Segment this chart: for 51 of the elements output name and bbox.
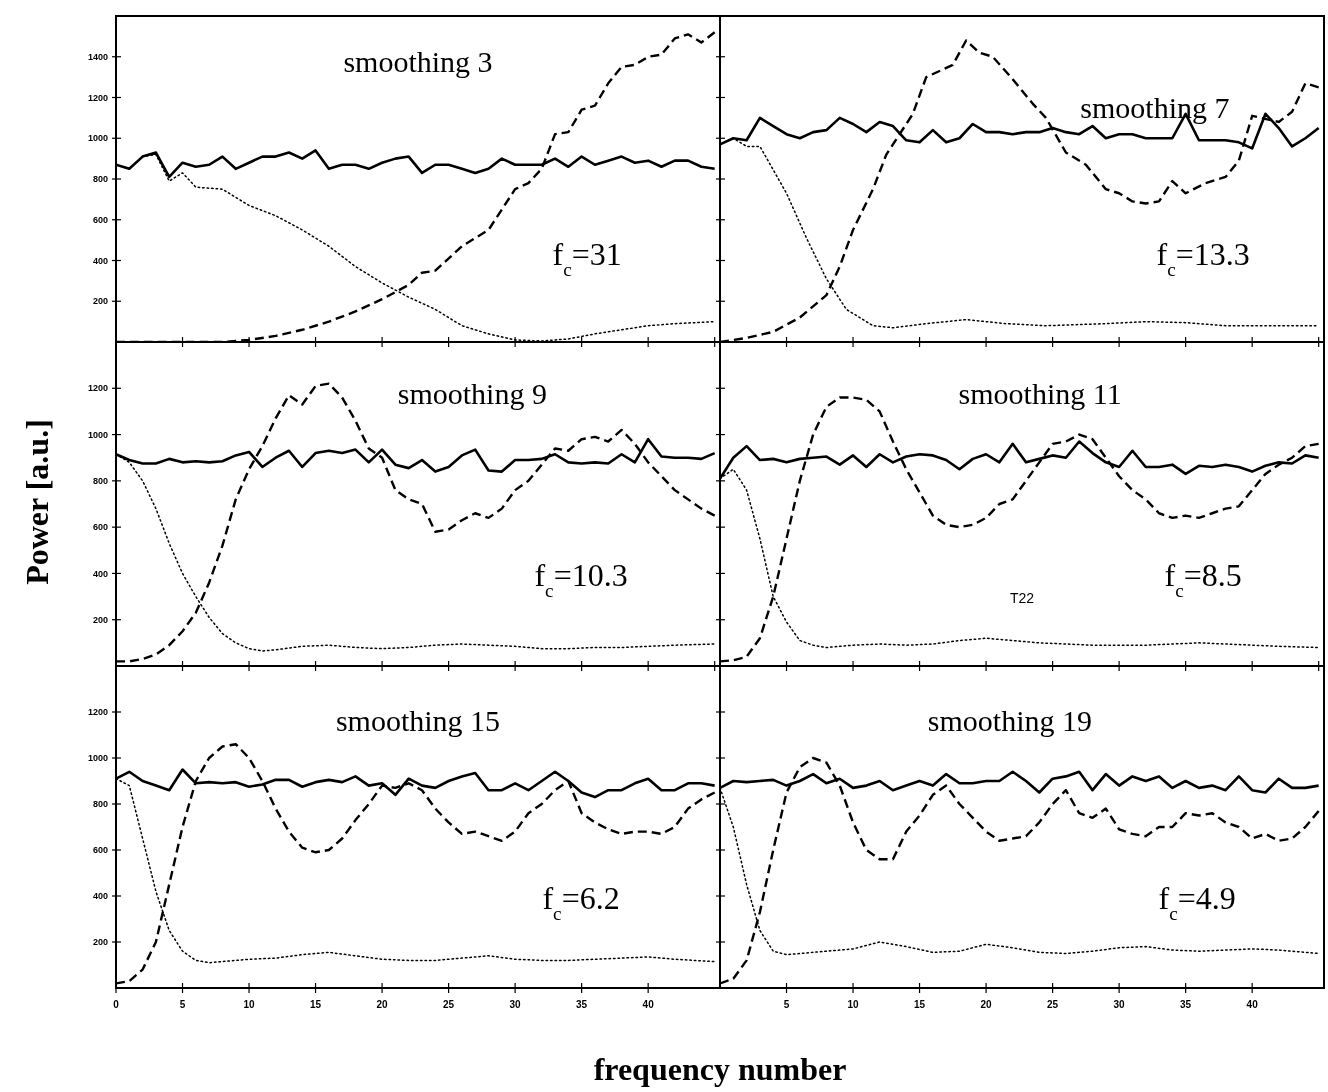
x-tick-label: 5	[179, 999, 186, 1010]
annotation: f$_{c}$=8.5	[1164, 557, 1242, 601]
x-tick-label: 10	[847, 999, 860, 1010]
x-tick-label: 10	[243, 999, 256, 1010]
y-tick-label: 800	[92, 476, 108, 487]
x-tick-label: 35	[1180, 999, 1192, 1010]
annotation: f$_{c}$=13.3	[1156, 236, 1250, 280]
x-axis-title: frequency number	[593, 1051, 847, 1087]
y-tick-label: 400	[92, 891, 108, 902]
y-tick-label: 1000	[87, 133, 108, 144]
annotation: T22	[1009, 589, 1035, 606]
text: smoothing 7	[1080, 90, 1230, 124]
x-tick-label: 0	[113, 999, 120, 1010]
x-tick-label: 30	[509, 999, 522, 1010]
y-tick-label: 1200	[87, 707, 108, 718]
y-tick-label: 800	[92, 174, 108, 185]
annotation: f$_{c}$=10.3	[534, 557, 628, 601]
x-tick-label: 20	[980, 999, 993, 1010]
x-tick-label: 25	[443, 999, 455, 1010]
text: smoothing 19	[927, 704, 1093, 738]
y-tick-label: 600	[92, 845, 108, 856]
y-tick-label: 1400	[87, 51, 108, 62]
x-tick-label: 5	[783, 999, 790, 1010]
y-tick-label: 200	[92, 614, 108, 625]
y-tick-label: 600	[92, 522, 108, 533]
text: smoothing 9	[397, 377, 547, 411]
y-tick-label: 600	[92, 214, 108, 225]
x-tick-label: 35	[576, 999, 588, 1010]
y-tick-label: 400	[92, 255, 108, 266]
x-tick-label: 15	[310, 999, 322, 1010]
y-tick-label: 200	[92, 937, 108, 948]
annotation: f$_{c}$=31	[552, 236, 622, 280]
text: smoothing 11	[958, 377, 1122, 411]
x-tick-label: 30	[1113, 999, 1126, 1010]
y-tick-label: 400	[92, 568, 108, 579]
y-tick-label: 1000	[87, 753, 108, 764]
text: smoothing 15	[335, 704, 501, 738]
x-tick-label: 40	[1246, 999, 1259, 1010]
y-tick-label: 200	[92, 296, 108, 307]
x-tick-label: 40	[642, 999, 655, 1010]
x-tick-label: 20	[376, 999, 389, 1010]
annotation: f$_{c}$=6.2	[542, 880, 620, 924]
annotation: f$_{c}$=4.9	[1158, 880, 1236, 924]
y-tick-label: 800	[92, 799, 108, 810]
x-tick-label: 15	[914, 999, 926, 1010]
y-tick-label: 1000	[87, 429, 108, 440]
text: smoothing 3	[343, 45, 493, 79]
x-tick-label: 25	[1047, 999, 1059, 1010]
y-tick-label: 1200	[87, 383, 108, 394]
y-axis-title: Power [a.u.]	[19, 419, 55, 585]
y-tick-label: 1200	[87, 92, 108, 103]
